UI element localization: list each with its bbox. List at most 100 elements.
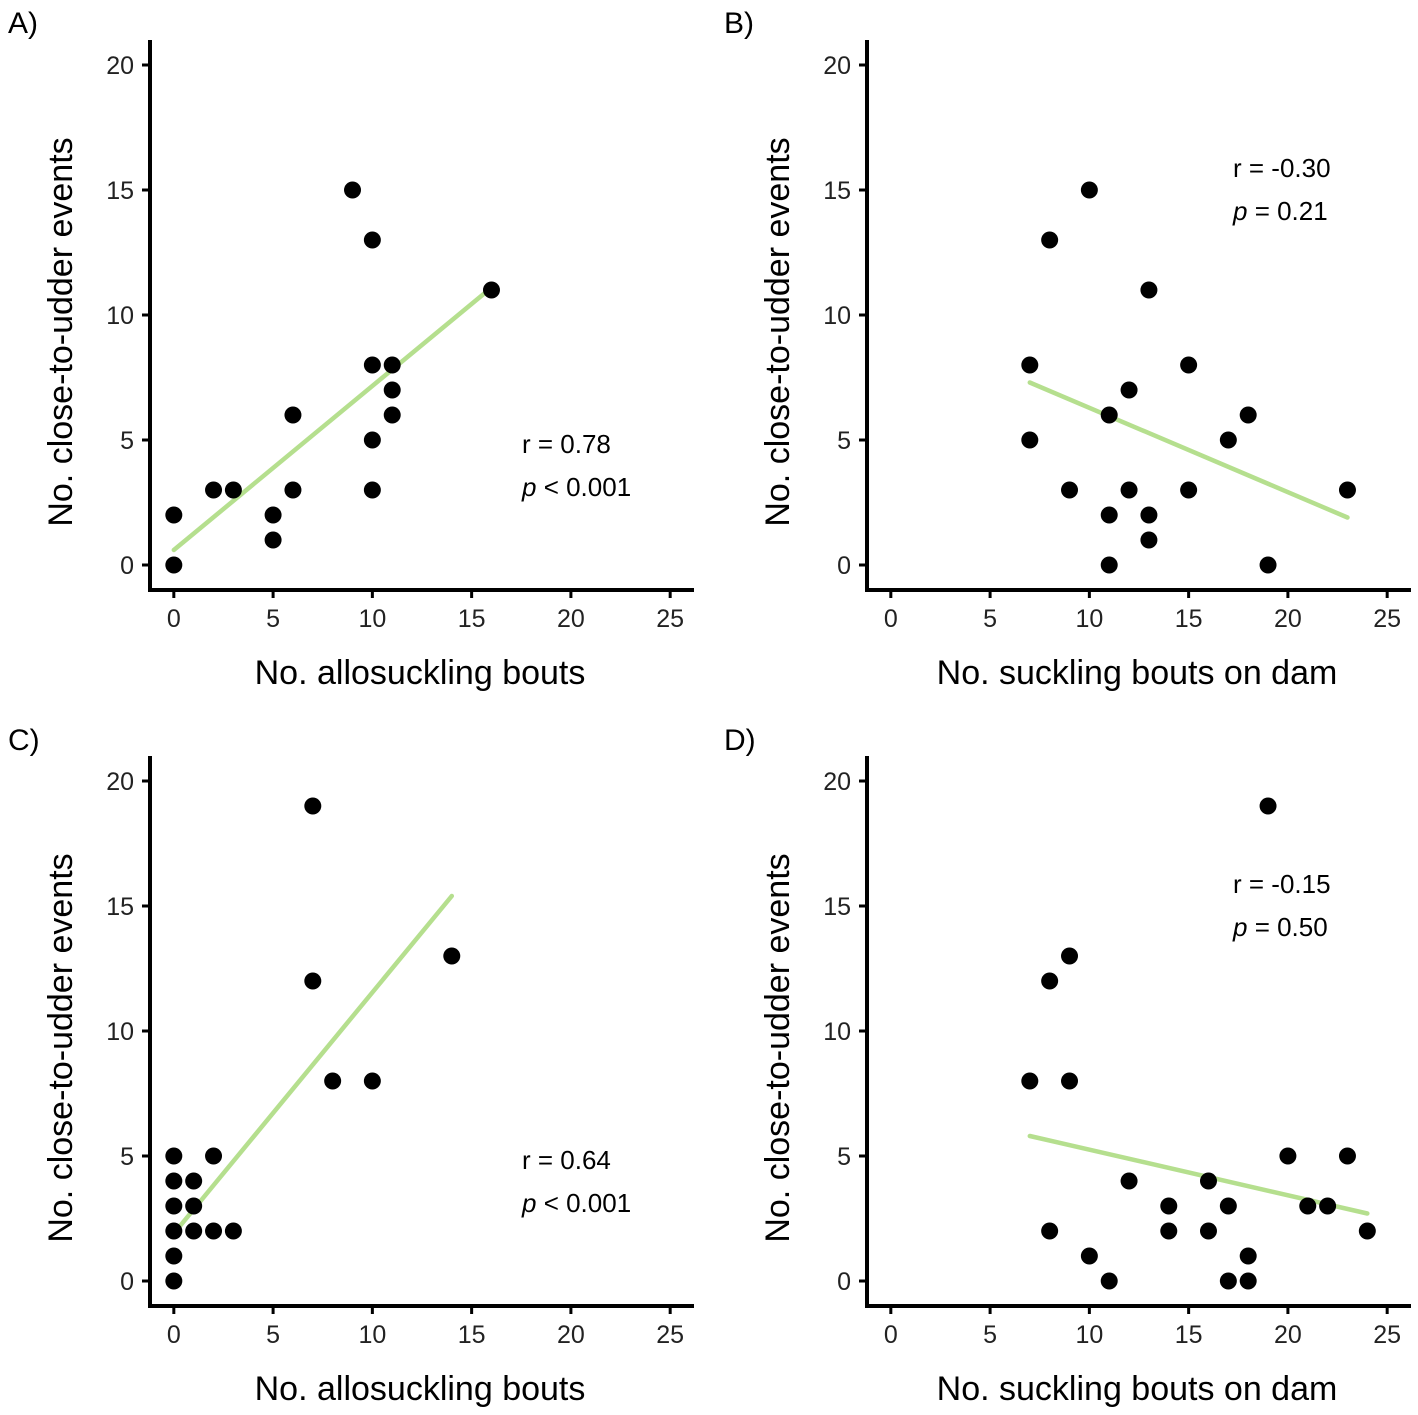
x-tick-label: 20: [557, 1321, 585, 1349]
p-symbol: p: [1232, 912, 1247, 942]
p-value-text: < 0.001: [536, 1188, 631, 1218]
y-tick-label: 10: [823, 1018, 851, 1046]
x-axis-title: No. allosuckling bouts: [255, 1370, 586, 1408]
data-point: [284, 406, 302, 424]
data-point: [1100, 556, 1118, 574]
data-point: [1239, 1272, 1257, 1290]
data-point: [1120, 481, 1138, 499]
data-point: [1100, 506, 1118, 524]
data-point: [1140, 281, 1158, 299]
y-tick-label: 10: [106, 302, 134, 330]
x-tick-label: 0: [884, 1321, 898, 1349]
data-point: [1279, 1147, 1297, 1165]
data-point: [185, 1197, 203, 1215]
data-point: [165, 506, 183, 524]
data-point: [1219, 431, 1237, 449]
y-tick-label: 0: [837, 1268, 851, 1296]
data-point: [363, 356, 381, 374]
data-point: [1021, 356, 1039, 374]
p-value: p < 0.001: [521, 472, 631, 502]
x-axis-title: No. suckling bouts on dam: [937, 1370, 1338, 1408]
data-point: [1358, 1222, 1376, 1240]
data-point: [205, 1222, 223, 1240]
panel-b: B) 0 5 10 15 20 0 5 10 15 20 25 No. suckling bouts o…: [724, 7, 1411, 692]
y-tick-label: 5: [837, 1143, 851, 1171]
y-tick-label: 5: [837, 427, 851, 455]
data-point: [1061, 481, 1079, 499]
data-point: [165, 1272, 183, 1290]
y-tick-label: 20: [106, 768, 134, 796]
data-point: [1199, 1172, 1217, 1190]
data-point: [165, 556, 183, 574]
p-value-text: = 0.21: [1247, 196, 1327, 226]
data-point: [165, 1172, 183, 1190]
data-point: [165, 1247, 183, 1265]
data-point: [1061, 947, 1079, 965]
data-point: [205, 481, 223, 499]
y-tick-label: 10: [106, 1018, 134, 1046]
data-point: [383, 356, 401, 374]
x-tick-label: 10: [358, 605, 386, 633]
data-point: [1299, 1197, 1317, 1215]
data-point: [324, 1072, 342, 1090]
p-symbol: p: [521, 472, 536, 502]
x-tick-label: 20: [557, 605, 585, 633]
y-tick-label: 20: [106, 52, 134, 80]
y-tick-label: 20: [823, 768, 851, 796]
y-tick-label: 15: [106, 177, 134, 205]
data-point: [1199, 1222, 1217, 1240]
data-point: [264, 531, 282, 549]
panel-label: D): [724, 724, 756, 757]
p-value: p < 0.001: [521, 1188, 631, 1218]
y-tick-label: 10: [823, 302, 851, 330]
data-point: [304, 972, 322, 990]
y-tick-label: 15: [823, 177, 851, 205]
y-tick-label: 0: [120, 1268, 134, 1296]
x-tick-label: 0: [884, 605, 898, 633]
data-point: [383, 381, 401, 399]
data-point: [185, 1222, 203, 1240]
data-point: [1100, 406, 1118, 424]
x-tick-label: 25: [1373, 1321, 1401, 1349]
data-point: [482, 281, 500, 299]
data-point: [165, 1222, 183, 1240]
data-point: [1239, 1247, 1257, 1265]
data-point: [1041, 972, 1059, 990]
x-tick-label: 0: [167, 1321, 181, 1349]
data-point: [224, 481, 242, 499]
x-tick-label: 15: [458, 1321, 486, 1349]
data-point: [363, 431, 381, 449]
axis-lines: [148, 756, 694, 1308]
x-tick-label: 20: [1274, 1321, 1302, 1349]
y-tick-label: 15: [823, 893, 851, 921]
data-point: [1180, 356, 1198, 374]
data-point: [1180, 481, 1198, 499]
y-tick-label: 0: [837, 552, 851, 580]
panel-label: A): [8, 7, 38, 40]
panel-d: D) 0 5 10 15 20 0 5 10 15 20 25 No. suckling bouts o…: [724, 724, 1411, 1408]
data-point: [1259, 556, 1277, 574]
data-point: [443, 947, 461, 965]
data-point: [1338, 1147, 1356, 1165]
data-point: [1120, 1172, 1138, 1190]
x-tick-label: 20: [1274, 605, 1302, 633]
x-tick-label: 10: [358, 1321, 386, 1349]
y-axis-title: No. close-to-udder events: [42, 853, 80, 1242]
x-axis-title: No. suckling bouts on dam: [937, 654, 1338, 692]
correlation-r: r = -0.15: [1233, 869, 1331, 899]
data-point: [304, 797, 322, 815]
data-point: [224, 1222, 242, 1240]
data-point: [1338, 481, 1356, 499]
panel-label: C): [8, 724, 40, 757]
panel-a: A) 0 5 10 15 20 0 5 10 15 20 25 No. allosuckling bou…: [8, 7, 694, 692]
data-point: [165, 1147, 183, 1165]
correlation-r: r = 0.64: [522, 1145, 611, 1175]
y-axis-title: No. close-to-udder events: [759, 853, 797, 1242]
axis-lines: [148, 40, 694, 592]
data-point: [1239, 406, 1257, 424]
data-point: [1061, 1072, 1079, 1090]
data-point: [1319, 1197, 1337, 1215]
x-tick-label: 0: [167, 605, 181, 633]
p-value: p = 0.21: [1232, 196, 1328, 226]
x-tick-label: 5: [983, 1321, 997, 1349]
